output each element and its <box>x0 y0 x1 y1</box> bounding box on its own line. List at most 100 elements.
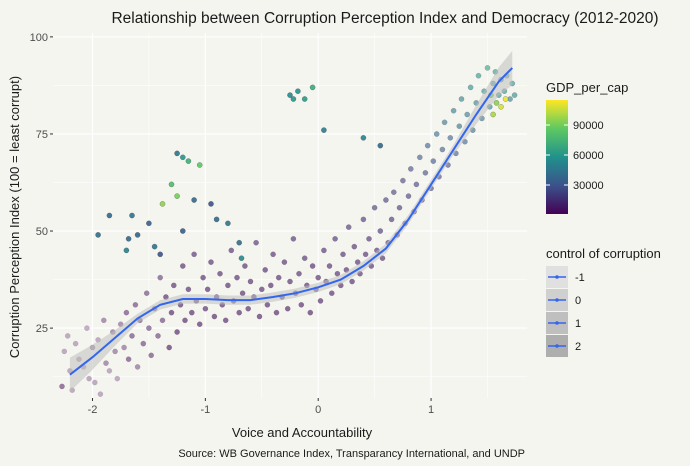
data-point <box>307 309 314 316</box>
y-axis-title: Corruption Perception Index (100 = least… <box>7 76 22 358</box>
data-point <box>204 286 211 293</box>
data-point <box>72 340 79 347</box>
legend-control-label: -1 <box>575 272 585 284</box>
data-point <box>345 224 352 230</box>
data-point <box>211 313 218 320</box>
data-point <box>253 239 259 246</box>
data-point <box>123 309 130 316</box>
data-point <box>360 216 367 223</box>
data-point <box>450 107 457 114</box>
data-point <box>366 235 372 242</box>
data-point <box>168 181 175 188</box>
y-tick-label: 50 <box>36 226 48 238</box>
data-point <box>511 92 518 98</box>
data-point <box>400 177 406 184</box>
data-point <box>225 220 231 227</box>
data-point <box>467 84 474 91</box>
data-point <box>275 274 282 281</box>
data-point <box>86 375 92 382</box>
data-point <box>103 360 109 366</box>
data-point <box>95 232 101 238</box>
data-point <box>179 263 186 269</box>
data-point <box>236 309 243 316</box>
data-point <box>284 305 291 312</box>
data-point <box>430 158 437 164</box>
data-point <box>208 201 214 207</box>
data-point <box>290 96 297 102</box>
legend-control-dot <box>555 275 559 279</box>
data-point <box>179 154 186 161</box>
data-point <box>296 270 302 277</box>
data-point <box>493 100 500 106</box>
data-point <box>185 286 192 293</box>
data-point <box>97 391 104 397</box>
data-point <box>309 84 316 91</box>
data-point <box>64 333 71 339</box>
data-point <box>383 197 389 203</box>
data-point <box>281 259 288 265</box>
legend-gdp-label: 30000 <box>573 180 604 192</box>
data-point <box>433 131 440 137</box>
x-axis-title: Voice and Accountability <box>232 425 373 440</box>
chart-caption: Source: WB Governance Index, Transparanc… <box>178 448 525 460</box>
data-point <box>295 88 301 95</box>
data-point <box>217 270 223 277</box>
data-point <box>114 375 121 382</box>
data-point <box>328 290 335 297</box>
data-point <box>202 305 209 312</box>
data-point <box>390 189 397 196</box>
data-point <box>188 309 195 316</box>
y-tick-label: 25 <box>36 323 48 335</box>
legend-gdp-colorbar <box>546 100 568 214</box>
data-point <box>301 96 308 102</box>
data-point <box>256 313 263 320</box>
legend-gdp-label: 90000 <box>573 120 604 132</box>
data-point <box>315 274 322 281</box>
data-point <box>146 325 152 331</box>
data-point <box>360 134 367 141</box>
data-point <box>159 317 166 324</box>
data-point <box>439 146 446 153</box>
legend-gdp-title: GDP_per_cap <box>546 80 628 95</box>
data-point <box>185 158 192 164</box>
data-point <box>59 383 65 390</box>
data-point <box>371 204 378 211</box>
legend-control-dot <box>555 344 559 348</box>
data-point <box>106 212 113 219</box>
data-point <box>351 243 358 250</box>
data-point <box>354 259 361 265</box>
data-point <box>332 235 338 242</box>
data-point <box>456 123 463 130</box>
data-point <box>270 251 276 258</box>
data-point <box>151 243 158 250</box>
data-point <box>61 348 68 355</box>
smooth-trend <box>69 50 514 392</box>
data-point <box>84 325 90 331</box>
data-point <box>273 309 280 316</box>
data-point <box>146 220 152 227</box>
data-point <box>236 239 243 246</box>
data-point <box>166 344 173 351</box>
data-point <box>159 201 166 207</box>
data-point <box>100 317 107 324</box>
data-point <box>213 216 220 223</box>
data-point <box>191 197 197 203</box>
data-point <box>91 379 98 386</box>
data-point <box>405 193 412 199</box>
data-point <box>464 111 471 118</box>
data-point <box>157 251 164 258</box>
data-point <box>196 321 203 328</box>
data-point <box>416 154 423 161</box>
data-point <box>239 290 246 297</box>
data-point <box>422 169 429 176</box>
data-point <box>242 263 248 269</box>
data-point <box>143 290 150 297</box>
data-point <box>228 247 235 254</box>
smooth-line <box>69 67 514 376</box>
data-point <box>225 282 231 289</box>
data-point <box>262 267 269 273</box>
legend-control-label: 2 <box>575 341 581 353</box>
legend-control-label: 0 <box>575 295 581 307</box>
data-point <box>309 263 316 269</box>
data-point <box>301 255 308 262</box>
